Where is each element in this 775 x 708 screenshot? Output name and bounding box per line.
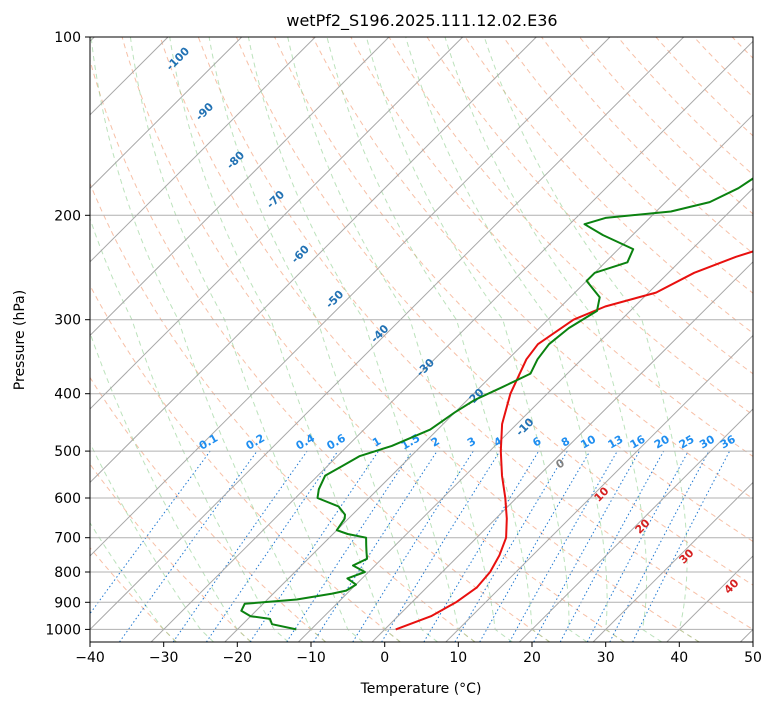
moist-adiabat-line — [326, 37, 551, 642]
mixing-ratio-line — [352, 450, 474, 642]
x-tick-label: 10 — [449, 650, 467, 666]
isotherm-line — [90, 37, 390, 337]
moist-adiabat-line — [169, 37, 401, 642]
moist-adiabat-line — [444, 37, 663, 642]
y-tick-label: 500 — [54, 444, 81, 460]
moist-adiabat-line — [208, 37, 439, 642]
x-tick-label: −30 — [149, 650, 179, 666]
y-tick-label: 400 — [54, 387, 81, 403]
isotherm-line — [298, 187, 753, 642]
x-tick-label: 20 — [523, 650, 541, 666]
dry-adiabat-line — [502, 37, 753, 294]
mixing-ratio-line — [632, 450, 731, 642]
y-tick-label: 300 — [54, 313, 81, 329]
moist-adiabat-line — [365, 37, 588, 642]
moist-adiabat-line — [483, 37, 700, 642]
isotherm-line — [519, 408, 753, 642]
y-tick-label: 200 — [54, 208, 81, 224]
dry-adiabat-line — [90, 463, 252, 642]
plot-area: 0.1 0.2 0.4 0.6 1 1.5 2 3 4 6 8 10 13 16 20 25 30 36-100-… — [90, 37, 753, 642]
moist-adiabat-line — [90, 331, 252, 642]
moist-adiabat-line — [287, 37, 513, 642]
x-tick-label: −40 — [75, 650, 105, 666]
mixing-ratio-line — [559, 450, 665, 642]
y-tick-label: 800 — [54, 565, 81, 581]
dry-adiabat-line — [197, 37, 753, 630]
moist-adiabats — [90, 37, 700, 642]
temperature-profile-line — [395, 250, 753, 631]
moist-adiabat-line — [90, 37, 327, 642]
plot-frame — [89, 36, 754, 643]
mixing-ratio-line — [381, 450, 501, 642]
isotherm-line — [90, 37, 685, 631]
mixing-ratio-line — [172, 450, 308, 642]
isotherm-line — [371, 261, 753, 642]
x-tick-label: −20 — [223, 650, 253, 666]
dry-adiabat-line — [90, 58, 551, 642]
mixing-ratio-line — [313, 450, 438, 642]
dry-adiabat-line — [90, 376, 327, 642]
moist-adiabat-line — [129, 37, 364, 642]
dry-adiabat-line — [90, 182, 476, 642]
pressure-gridlines — [90, 37, 753, 630]
isotherm-line — [90, 37, 316, 263]
moist-adiabat-line — [90, 521, 177, 642]
dry-adiabat-line — [121, 37, 625, 642]
isotherm-line — [90, 37, 464, 410]
x-tick-label: 50 — [744, 650, 762, 666]
mixing-ratio-line — [509, 450, 618, 642]
dry-adiabats — [90, 37, 753, 642]
moist-adiabat-line — [247, 37, 476, 642]
isotherm-line — [224, 114, 753, 642]
dry-adiabat-line — [90, 546, 177, 642]
mixing-ratio-line — [90, 450, 211, 615]
dry-adiabat-line — [274, 37, 753, 543]
y-tick-label: 700 — [54, 531, 81, 547]
skewed-isotherms — [90, 37, 753, 642]
x-tick-label: −10 — [296, 650, 326, 666]
mixing-ratio-line — [286, 450, 413, 642]
isotherm-line — [445, 334, 753, 642]
x-axis-label: Temperature (°C) — [360, 681, 482, 697]
mixing-ratio-line — [119, 450, 258, 642]
profile-series — [240, 177, 753, 631]
x-tick-label: 40 — [670, 650, 688, 666]
y-axis-ticks: 100 200 300 400 500 600 700 800 900 1000 — [45, 30, 90, 638]
x-axis-ticks: −40 −30 −20 −10 0 10 20 30 40 50 — [75, 642, 762, 666]
isotherm-line — [90, 37, 243, 190]
y-tick-label: 1000 — [45, 622, 81, 638]
chart-title: wetPf2_S196.2025.111.12.02.E36 — [286, 11, 557, 31]
mixing-ratio-line — [205, 450, 339, 642]
x-tick-label: 0 — [380, 650, 389, 666]
mixing-ratio-line — [533, 450, 640, 642]
dry-adiabat-line — [159, 37, 700, 642]
moist-adiabat-line — [405, 37, 625, 642]
isotherm-line — [90, 37, 611, 557]
y-axis-label: Pressure (hPa) — [12, 290, 28, 390]
y-tick-label: 600 — [54, 491, 81, 507]
y-tick-label: 100 — [54, 30, 81, 46]
isotherm-line — [90, 37, 537, 484]
y-tick-label: 900 — [54, 595, 81, 611]
dewpoint-profile-line — [240, 177, 753, 631]
isotherm-line — [150, 40, 753, 642]
isotherm-line — [592, 481, 753, 642]
x-tick-label: 30 — [597, 650, 615, 666]
dry-adiabat-line — [236, 37, 753, 586]
